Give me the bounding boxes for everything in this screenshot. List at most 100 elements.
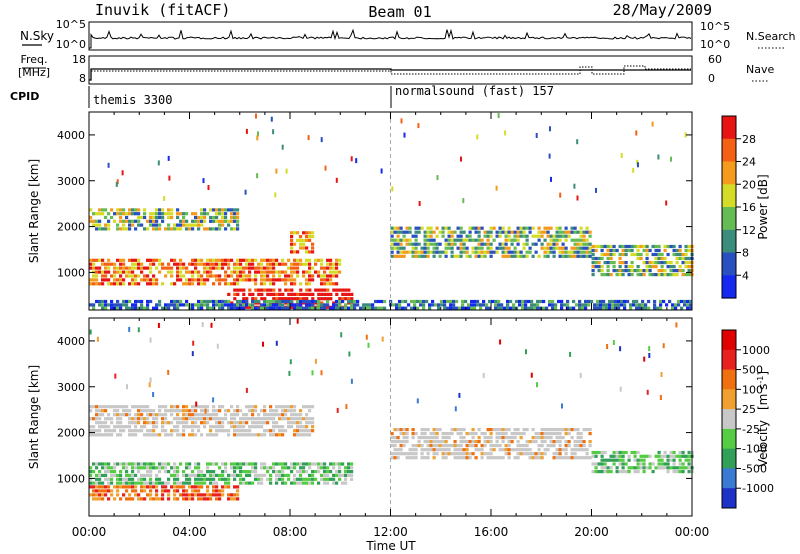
echo-cell	[287, 473, 291, 477]
echo-cell	[209, 258, 213, 262]
echo-cell	[540, 230, 544, 234]
echo-speckle	[210, 322, 213, 328]
echo-cell	[329, 282, 333, 286]
echo-cell	[513, 234, 517, 238]
echo-cell	[119, 274, 123, 278]
echo-cell	[323, 481, 327, 485]
echo-cell	[678, 454, 682, 458]
echo-cell	[326, 288, 330, 292]
power-ylabel: Slant Range [km]	[27, 159, 41, 263]
echo-cell	[251, 466, 255, 470]
echo-cell	[89, 481, 93, 485]
echo-cell	[477, 440, 481, 444]
echo-speckle	[458, 392, 461, 398]
echo-cell	[501, 226, 505, 230]
echo-cell	[509, 306, 513, 310]
echo-cell	[182, 470, 186, 474]
echo-cell	[597, 462, 601, 466]
echo-cell	[161, 481, 165, 485]
echo-cell	[224, 303, 228, 307]
echo-cell	[269, 473, 273, 477]
echo-cell	[513, 254, 517, 258]
echo-cell	[414, 242, 418, 246]
echo-cell	[134, 429, 138, 433]
echo-cell	[98, 266, 102, 270]
echo-cell	[474, 226, 478, 230]
echo-cell	[684, 252, 688, 257]
echo-cell	[272, 299, 276, 304]
echo-cell	[194, 215, 198, 220]
echo-cell	[636, 470, 640, 474]
echo-cell	[131, 306, 135, 310]
echo-cell	[513, 436, 517, 440]
echo-speckle	[320, 137, 323, 143]
echo-cell	[471, 226, 475, 230]
echo-cell	[113, 470, 117, 474]
echo-speckle	[257, 131, 259, 137]
echo-cell	[435, 428, 439, 432]
echo-cell	[239, 466, 243, 470]
echo-cell	[477, 254, 481, 258]
echo-cell	[414, 234, 418, 238]
echo-cell	[579, 444, 583, 448]
echo-cell	[480, 456, 484, 460]
echo-cell	[542, 299, 546, 304]
echo-cell	[504, 230, 508, 234]
echo-cell	[438, 254, 442, 258]
echo-cell	[302, 306, 306, 310]
echo-cell	[374, 306, 378, 310]
echo-cell	[609, 470, 613, 474]
echo-cell	[435, 246, 439, 250]
echo-cell	[230, 462, 234, 466]
echo-cell	[576, 246, 580, 250]
echo-cell	[450, 234, 454, 238]
echo-cell	[648, 466, 652, 470]
echo-cell	[579, 436, 583, 440]
echo-cell	[224, 278, 228, 282]
echo-cell	[215, 462, 219, 466]
echo-cell	[498, 242, 502, 246]
echo-cell	[579, 440, 583, 444]
echo-cell	[134, 417, 138, 421]
echo-cell	[224, 212, 228, 216]
echo-cell	[347, 306, 351, 310]
echo-cell	[660, 454, 664, 458]
echo-cell	[350, 297, 354, 301]
echo-cell	[248, 481, 252, 485]
echo-cell	[603, 466, 607, 470]
echo-cell	[576, 440, 580, 444]
echo-cell	[633, 269, 637, 273]
echo-cell	[149, 258, 153, 262]
echo-cell	[128, 223, 132, 227]
echo-cell	[92, 417, 96, 421]
echo-cell	[642, 454, 646, 458]
echo-cell	[618, 470, 622, 474]
echo-cell	[218, 223, 222, 227]
echo-cell	[134, 489, 138, 493]
echo-cell	[278, 433, 282, 437]
echo-speckle	[643, 356, 646, 362]
echo-cell	[137, 413, 141, 417]
echo-cell	[314, 270, 318, 274]
echo-cell	[489, 226, 493, 230]
echo-cell	[179, 278, 183, 282]
echo-cell	[585, 428, 589, 432]
echo-cell	[161, 306, 165, 310]
echo-cell	[299, 292, 303, 296]
echo-cell	[540, 452, 544, 456]
echo-cell	[374, 299, 378, 304]
echo-cell	[242, 278, 246, 282]
echo-cell	[555, 456, 559, 460]
echo-cell	[438, 428, 442, 432]
echo-cell	[621, 244, 625, 249]
echo-cell	[350, 473, 354, 477]
echo-cell	[104, 278, 108, 282]
echo-cell	[587, 299, 591, 304]
echo-cell	[579, 230, 583, 234]
echo-cell	[125, 489, 129, 493]
echo-cell	[450, 230, 454, 234]
echo-cell	[251, 297, 255, 301]
echo-cell	[479, 306, 483, 310]
echo-cell	[146, 417, 150, 421]
echo-cell	[672, 450, 676, 455]
